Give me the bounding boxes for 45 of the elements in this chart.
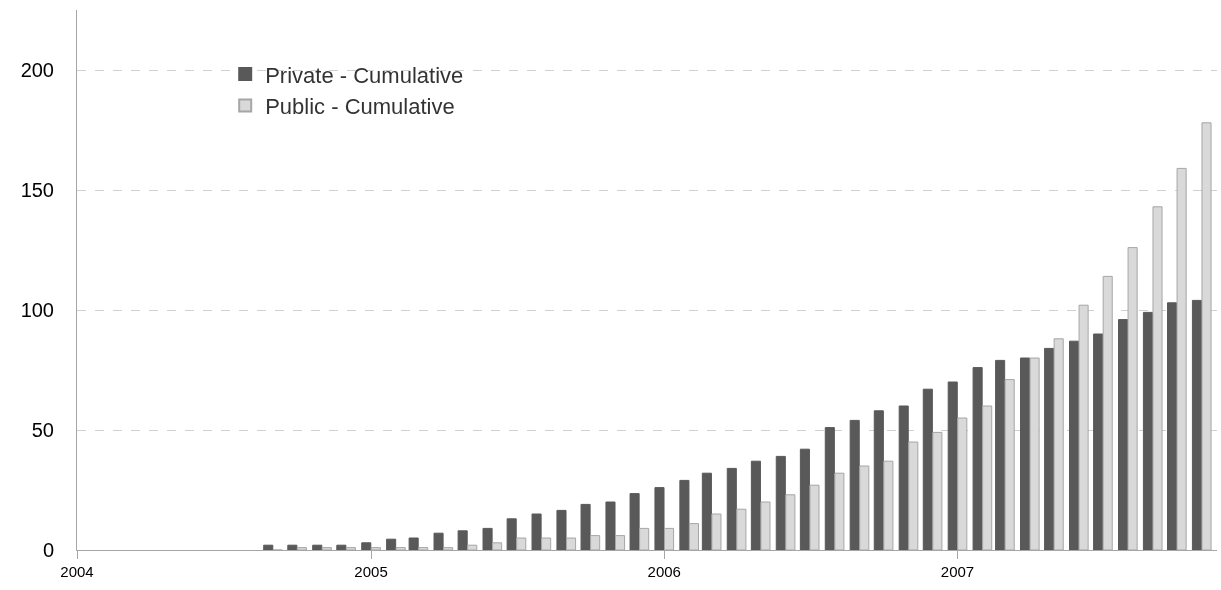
- bar: [898, 405, 909, 550]
- legend-label: Private - Cumulative: [265, 62, 464, 88]
- bar: [799, 448, 810, 550]
- bar: [629, 493, 640, 550]
- bar: [482, 527, 493, 550]
- bar: [972, 367, 983, 550]
- bar: [726, 467, 737, 550]
- x-tick-label: 2007: [940, 563, 975, 580]
- y-tick-label: 100: [20, 299, 54, 321]
- bar: [506, 518, 517, 550]
- bar: [849, 419, 860, 550]
- bar: [750, 460, 761, 550]
- bar: [531, 513, 542, 550]
- bar: [386, 538, 397, 550]
- bar: [873, 410, 884, 550]
- x-tick-label: 2005: [354, 563, 388, 580]
- bar: [287, 544, 298, 550]
- bar: [457, 530, 468, 550]
- x-tick-label: 2006: [647, 563, 681, 580]
- bar: [947, 381, 958, 550]
- bar: [580, 503, 591, 550]
- bar: [408, 537, 419, 550]
- bar: [922, 388, 933, 550]
- y-tick-label: 150: [20, 179, 54, 201]
- bar: [263, 544, 274, 550]
- bar: [679, 479, 690, 550]
- bar: [1019, 357, 1031, 550]
- bar: [556, 509, 567, 550]
- bar: [701, 472, 712, 550]
- bar: [995, 359, 1006, 550]
- bar: [605, 501, 616, 550]
- x-tick-label: 2004: [60, 563, 94, 580]
- bar: [1093, 333, 1104, 550]
- legend-label: Public - Cumulative: [265, 94, 455, 120]
- bar: [654, 487, 665, 550]
- bar: [433, 532, 444, 550]
- y-tick-label: 50: [31, 419, 54, 441]
- bar: [361, 542, 372, 550]
- y-tick-label: 200: [20, 59, 54, 81]
- bar: [824, 427, 835, 550]
- bar: [312, 544, 323, 550]
- y-tick-label: 0: [42, 539, 54, 561]
- bar: [336, 544, 347, 550]
- bar: [1044, 347, 1055, 550]
- bar: [775, 455, 786, 550]
